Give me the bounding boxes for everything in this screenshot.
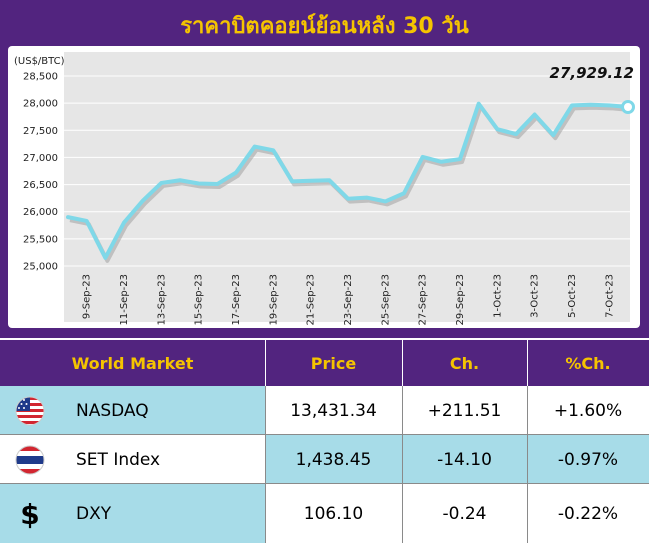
data-point <box>384 200 387 203</box>
y-tick-label: 28,000 <box>23 99 58 110</box>
header-change: Ch. <box>449 353 480 373</box>
dollar-sign-icon: $ <box>0 484 60 543</box>
market-change: -0.24 <box>442 503 487 524</box>
table-row: NASDAQ 13,431.34 +211.51 +1.60% <box>0 386 649 435</box>
y-tick-label: 26,000 <box>23 207 58 218</box>
data-point <box>104 256 107 260</box>
thai-flag-icon <box>0 435 60 484</box>
market-price: 106.10 <box>303 503 364 524</box>
x-tick-label: 11-Sep-23 <box>119 274 130 326</box>
x-tick-label: 25-Sep-23 <box>380 274 391 326</box>
data-point <box>402 192 406 195</box>
x-tick-label: 29-Sep-23 <box>455 274 466 326</box>
us-flag-icon <box>0 386 60 435</box>
x-tick-label: 19-Sep-23 <box>268 274 279 326</box>
y-tick-label: 27,500 <box>23 126 58 137</box>
market-name: NASDAQ <box>76 400 149 421</box>
data-point <box>122 221 126 224</box>
data-point <box>533 113 536 116</box>
x-tick-label: 13-Sep-23 <box>156 274 167 326</box>
x-tick-label: 9-Sep-23 <box>82 274 93 319</box>
market-price: 1,438.45 <box>295 449 372 470</box>
data-point <box>85 219 88 223</box>
data-point <box>365 196 368 199</box>
data-point <box>570 104 574 107</box>
x-tick-label: 27-Sep-23 <box>418 274 429 326</box>
data-point <box>608 104 611 107</box>
data-point <box>458 157 462 161</box>
header-divider <box>265 340 266 386</box>
chart-panel: ราคาบิตคอยน์ย้อนหลัง 30 วัน 25,000 25,500… <box>0 0 649 338</box>
market-percent-change: +1.60% <box>553 400 623 421</box>
svg-text:$: $ <box>20 498 39 530</box>
header-price: Price <box>310 353 357 373</box>
x-tick-label: 3-Oct-23 <box>530 274 541 318</box>
data-point <box>496 128 499 131</box>
data-point <box>234 171 238 174</box>
data-point <box>160 181 163 185</box>
x-tick-label: 15-Sep-23 <box>194 274 205 326</box>
data-point <box>477 102 480 105</box>
y-tick-label: 27,000 <box>23 153 58 164</box>
y-axis-label: (US$/BTC) <box>14 56 65 67</box>
table-row: $ DXY 106.10 -0.24 -0.22% <box>0 484 649 543</box>
x-tick-label: 1-Oct-23 <box>492 274 503 318</box>
market-percent-change: -0.97% <box>557 449 619 470</box>
header-percent-change: %Ch. <box>565 353 611 373</box>
world-market-table: World Market Price Ch. %Ch. <box>0 340 649 543</box>
last-value-label: 27,929.12 <box>550 64 634 82</box>
market-name: SET Index <box>76 449 161 470</box>
data-point <box>346 197 350 200</box>
data-point <box>309 179 312 182</box>
x-tick-label: 7-Oct-23 <box>604 274 615 318</box>
x-tick-label: 5-Oct-23 <box>567 274 578 318</box>
data-point <box>589 103 592 106</box>
header-world-market: World Market <box>71 353 194 373</box>
market-name: DXY <box>76 503 112 524</box>
market-change: -14.10 <box>437 449 492 470</box>
data-point <box>253 145 256 148</box>
data-point <box>66 215 70 219</box>
data-point <box>552 133 555 137</box>
market-change: +211.51 <box>427 400 502 421</box>
table-header-row: World Market Price Ch. %Ch. <box>0 340 649 386</box>
data-point <box>421 155 424 159</box>
market-price: 13,431.34 <box>290 400 377 421</box>
y-tick-label: 26,500 <box>23 180 58 191</box>
x-tick-label: 17-Sep-23 <box>231 274 242 326</box>
data-point <box>272 149 275 152</box>
last-value-marker <box>621 99 635 114</box>
plot-card: 25,000 25,500 26,000 26,500 27,000 27,500 28,0… <box>8 46 640 328</box>
data-point <box>514 132 518 136</box>
data-point <box>197 182 200 185</box>
market-percent-change: -0.22% <box>557 503 619 524</box>
line-chart: 25,000 25,500 26,000 26,500 27,000 27,500 28,0… <box>14 52 635 326</box>
y-tick-label: 28,500 <box>23 72 58 83</box>
data-point <box>290 180 294 183</box>
data-point <box>328 179 331 182</box>
x-tick-label: 21-Sep-23 <box>306 274 317 326</box>
y-tick-label: 25,000 <box>23 262 58 273</box>
data-point <box>440 160 443 163</box>
data-point <box>178 179 182 182</box>
header-divider <box>527 340 528 386</box>
header-divider <box>402 340 403 386</box>
table-row: SET Index 1,438.45 -14.10 -0.97% <box>0 435 649 484</box>
x-tick-label: 23-Sep-23 <box>343 274 354 326</box>
data-point <box>141 199 144 203</box>
y-tick-label: 25,500 <box>23 234 58 245</box>
data-point <box>216 182 219 186</box>
chart-title: ราคาบิตคอยน์ย้อนหลัง 30 วัน <box>180 14 469 39</box>
